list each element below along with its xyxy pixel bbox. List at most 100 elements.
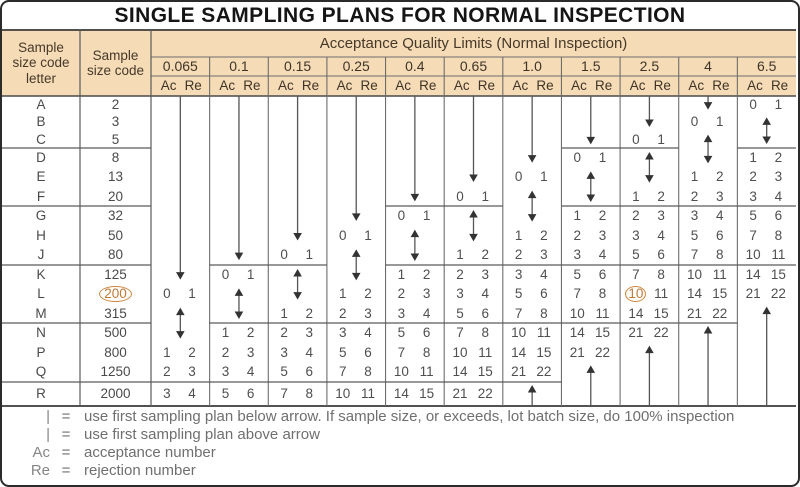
sample-size-cell: 2000 xyxy=(100,386,131,401)
double-arrow-up-head xyxy=(645,152,654,160)
sample-size-code-letter-cell: D xyxy=(36,150,46,165)
re-value-cell: 22 xyxy=(770,286,786,302)
legend-text: use first sampling plan above arrow xyxy=(84,426,320,443)
ac-value-cell: 0 xyxy=(280,247,288,263)
equals-sign: = xyxy=(61,426,71,443)
ac-column-label: Ac xyxy=(571,78,587,93)
ac-column-label: Ac xyxy=(395,78,411,93)
re-value-cell: 1 xyxy=(481,188,489,204)
re-value-cell: 8 xyxy=(657,267,665,282)
re-value-cell: 2 xyxy=(716,169,724,185)
ac-value-cell: 0 xyxy=(397,208,406,223)
re-value-cell: 3 xyxy=(188,364,196,380)
down-arrow-head xyxy=(176,272,185,280)
sample-size-cell: 20 xyxy=(107,188,124,204)
sample-size-code-letter-cell: E xyxy=(36,169,46,185)
legend-row-ac: Ac = acceptance number xyxy=(16,444,792,462)
ac-value-cell: 5 xyxy=(573,267,582,282)
re-value-cell: 4 xyxy=(422,305,431,321)
re-value-cell: 6 xyxy=(422,325,431,340)
ac-value-cell: 0 xyxy=(632,131,640,147)
re-value-cell: 4 xyxy=(481,286,489,302)
ac-value-cell: 5 xyxy=(221,386,230,401)
sample-size-code-letter-cell: P xyxy=(36,344,46,360)
ac-value-cell: 14 xyxy=(511,344,527,360)
ac-value-cell: 1 xyxy=(573,208,582,223)
re-value-cell: 2 xyxy=(246,325,255,340)
double-arrow-up-head xyxy=(703,134,713,143)
aql-band-title: Acceptance Quality Limits (Normal Inspec… xyxy=(319,35,628,52)
sample-size-cell: 8 xyxy=(111,150,120,165)
re-column-label: Re xyxy=(653,78,671,93)
ac-value-cell: 21 xyxy=(745,286,761,302)
re-column-label: Re xyxy=(360,78,378,93)
up-arrow-head xyxy=(527,385,537,393)
up-arrow-head xyxy=(703,326,713,334)
sample-size-cell: 50 xyxy=(107,227,124,243)
ac-value-cell: 5 xyxy=(397,325,406,340)
re-value-cell: 1 xyxy=(716,114,724,130)
re-value-cell: 2 xyxy=(364,286,372,302)
double-arrow-up-head xyxy=(234,288,244,296)
double-arrow-down-head xyxy=(176,331,185,339)
legend-text: rejection number xyxy=(84,462,196,479)
ac-value-cell: 14 xyxy=(628,305,644,321)
down-arrow-symbol: | xyxy=(46,408,50,425)
ac-value-cell: 0 xyxy=(338,227,347,243)
ac-value-cell: 3 xyxy=(397,305,406,321)
ac-value-cell: 2 xyxy=(221,344,230,360)
re-value-cell: 2 xyxy=(598,208,607,223)
re-value-cell: 15 xyxy=(536,344,552,360)
equals-sign: = xyxy=(61,462,71,479)
down-arrow-head xyxy=(234,252,244,261)
re-value-cell: 8 xyxy=(774,227,783,243)
ac-value-cell: 1 xyxy=(397,267,406,282)
re-value-cell: 11 xyxy=(536,325,551,340)
ac-value-cell: 2 xyxy=(690,188,699,204)
re-value-cell: 22 xyxy=(594,344,611,360)
sample-size-cell: 5 xyxy=(111,131,120,147)
ac-column-label: Ac xyxy=(629,78,646,93)
sample-size-code-letter-cell: M xyxy=(35,305,47,321)
re-column-label: Re xyxy=(712,78,730,93)
ac-value-cell: 3 xyxy=(749,188,757,204)
re-value-cell: 11 xyxy=(654,286,669,302)
down-arrow-head xyxy=(410,193,420,202)
ac-column-label: Ac xyxy=(453,78,470,93)
sample-size-cell: 32 xyxy=(107,208,124,223)
down-arrow-head xyxy=(469,174,478,182)
ac-value-cell: 10 xyxy=(621,284,651,303)
double-arrow-down-head xyxy=(586,194,596,202)
ac-column-label: Ac xyxy=(277,78,294,93)
aql-value-header: 0.15 xyxy=(283,58,312,74)
ac-value-cell: 1 xyxy=(749,150,757,165)
ac-value-cell: 1 xyxy=(338,286,347,302)
ac-value-cell: 10 xyxy=(569,305,585,321)
re-value-cell: 4 xyxy=(305,344,314,360)
ac-value-cell: 7 xyxy=(690,247,699,263)
re-column-label: Re xyxy=(243,78,261,93)
table-header-background xyxy=(2,30,796,96)
col-header-line: size code xyxy=(86,63,145,78)
aql-value-header: 1.5 xyxy=(581,58,601,74)
ac-value-cell: 0 xyxy=(514,169,523,185)
ac-value-cell: 14 xyxy=(452,364,468,380)
re-value-cell: 3 xyxy=(716,188,724,204)
col-header-line: letter xyxy=(25,70,56,86)
ac-column-label: Ac xyxy=(336,78,353,93)
re-value-cell: 1 xyxy=(188,286,196,302)
re-value-cell: 8 xyxy=(540,305,548,321)
ac-value-cell: 1 xyxy=(514,227,523,243)
re-value-cell: 8 xyxy=(716,247,724,263)
aql-value-header: 0.065 xyxy=(162,58,198,74)
circled-sample-size: 200 xyxy=(99,286,132,303)
sample-size-code-letter-cell: H xyxy=(36,227,46,243)
re-value-cell: 22 xyxy=(712,305,728,321)
sample-size-code-letter-cell: F xyxy=(36,188,46,204)
col-header-sample-size-code: Sample size code xyxy=(80,30,151,96)
re-value-cell: 4 xyxy=(540,267,548,282)
ac-value-cell: 3 xyxy=(632,227,640,243)
ac-value-cell: 2 xyxy=(280,325,288,340)
re-column-label: Re xyxy=(301,78,320,93)
